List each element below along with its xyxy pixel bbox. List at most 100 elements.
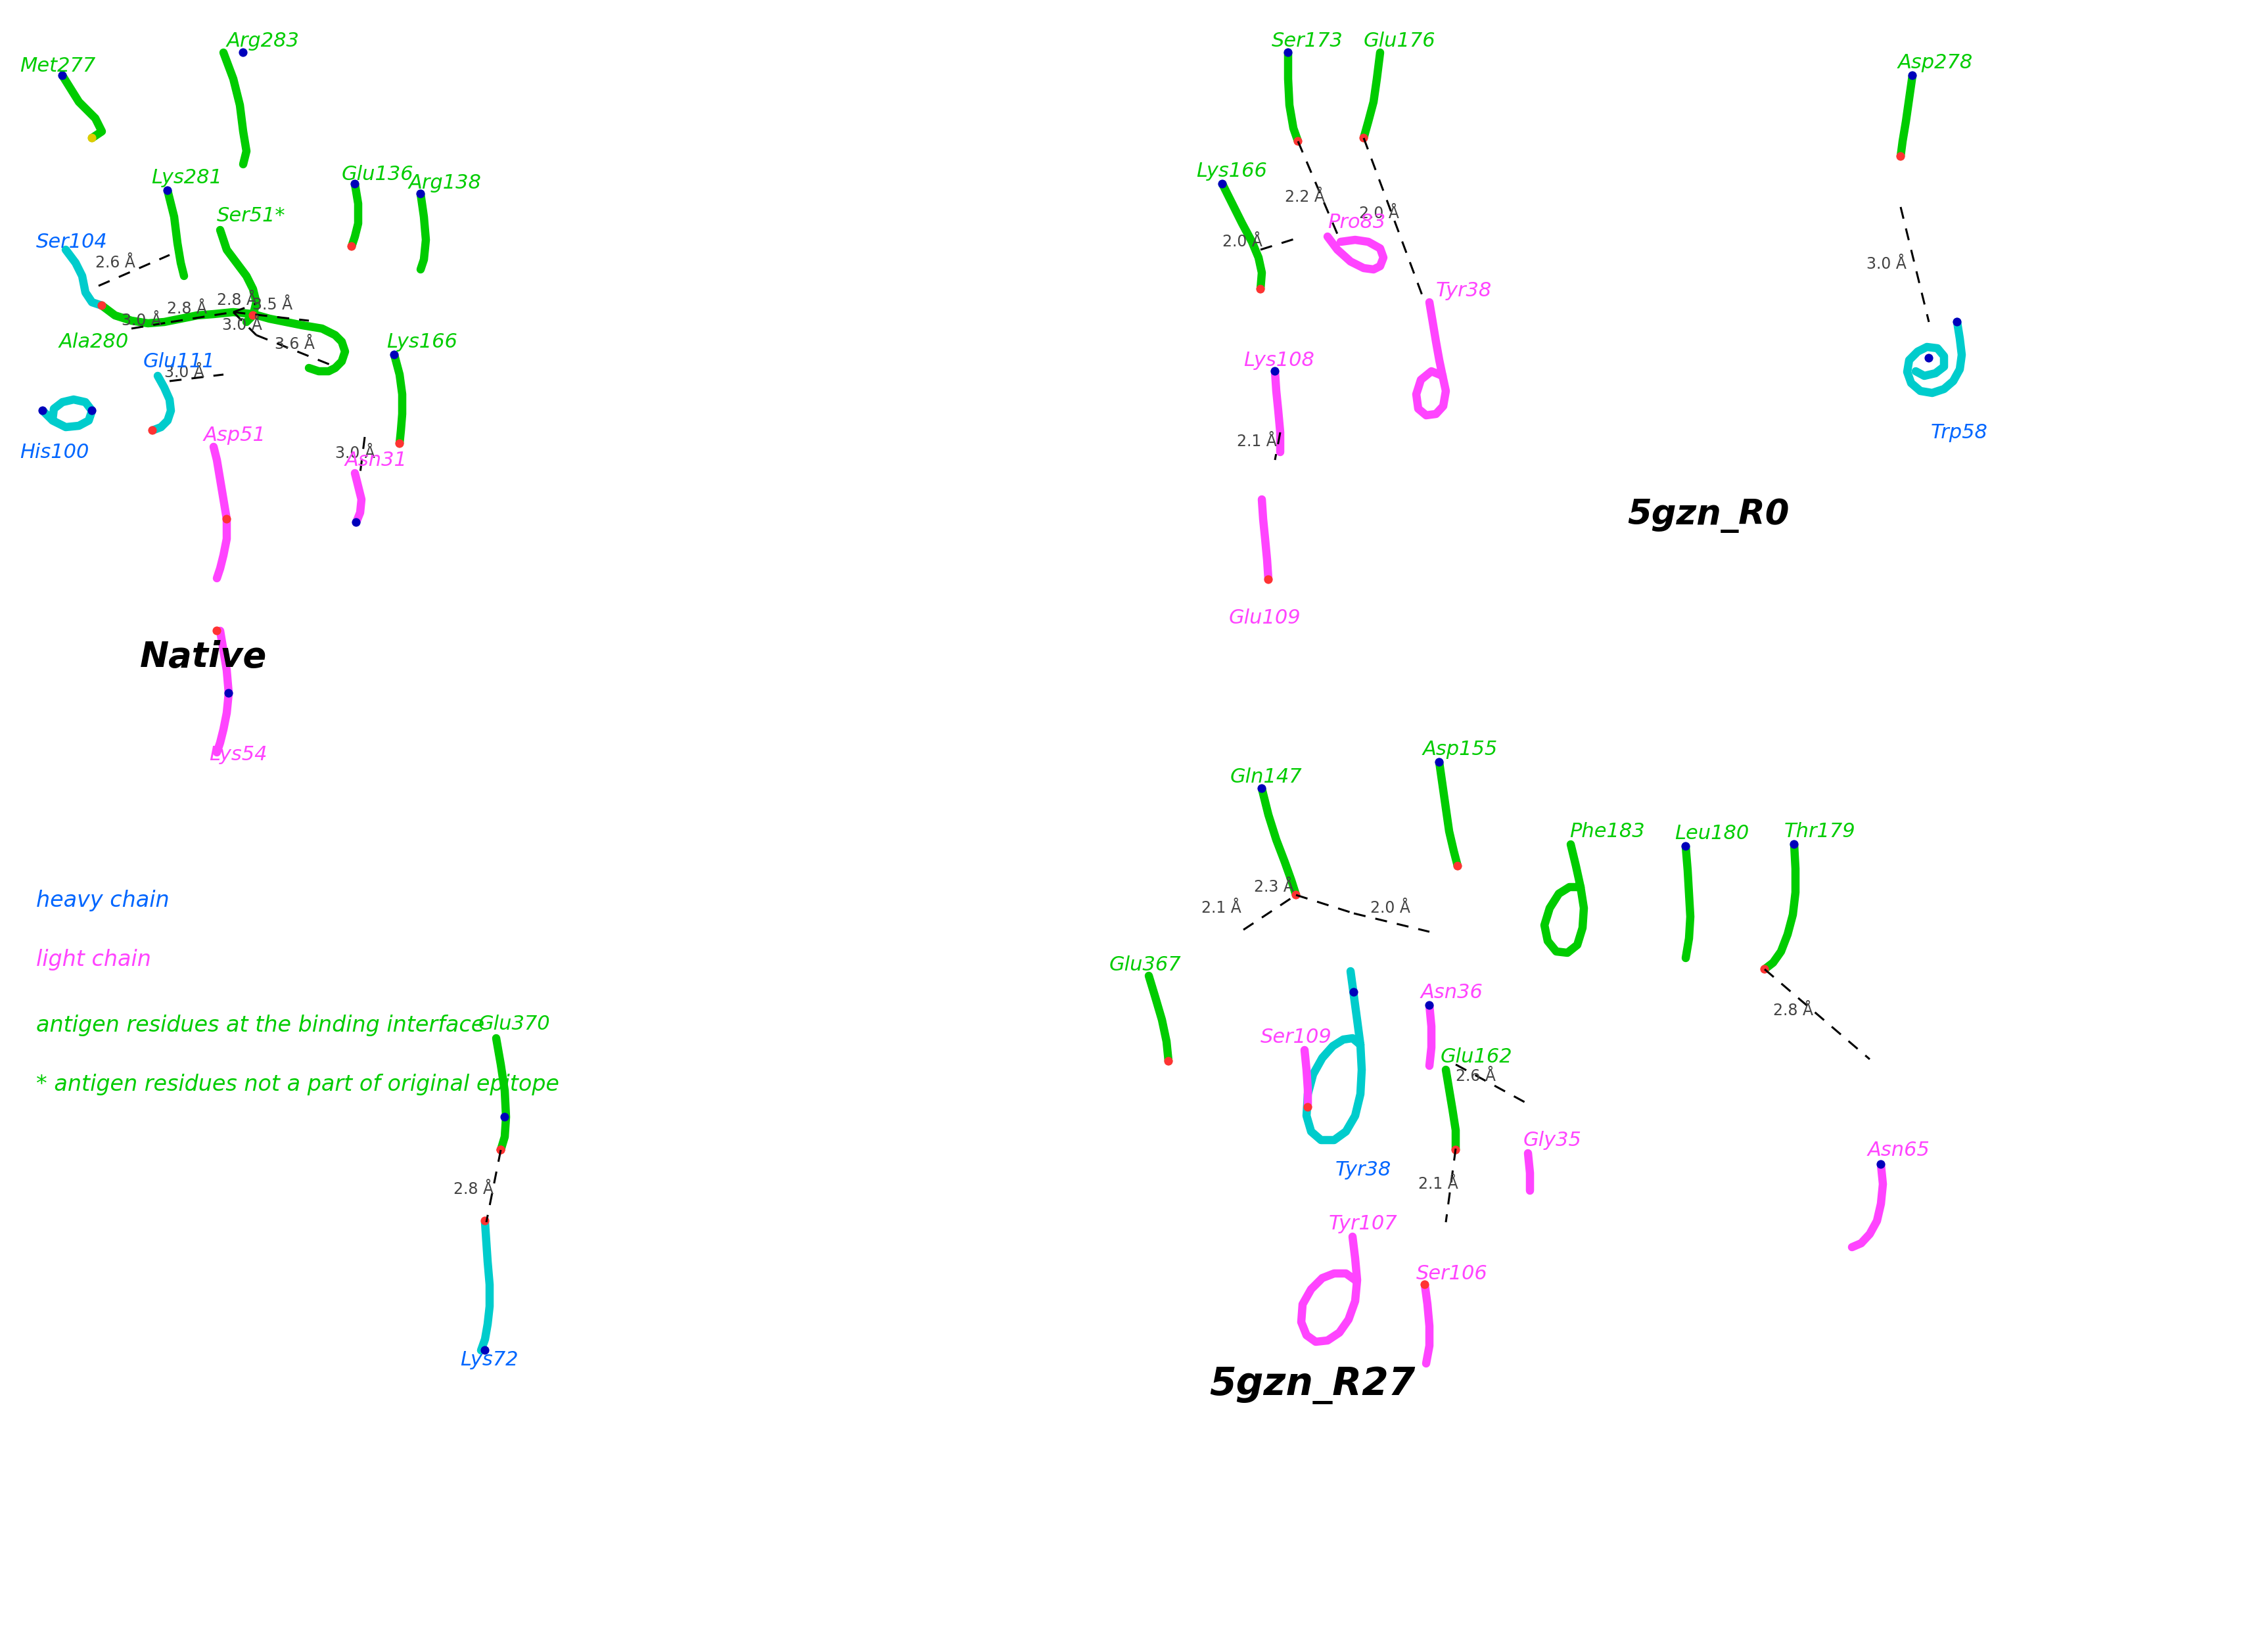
Text: Native: Native [141,640,268,674]
Text: 5gzn_R0: 5gzn_R0 [1628,499,1789,533]
Text: 3.0 Å: 3.0 Å [163,364,204,380]
Point [1910,344,1946,370]
Point [1776,832,1812,858]
Text: 3.0 Å: 3.0 Å [336,445,374,462]
Text: Ser173: Ser173 [1272,31,1343,50]
Text: Lys108: Lys108 [1243,351,1315,369]
Point [1882,143,1919,169]
Text: Glu136: Glu136 [342,164,413,184]
Point [467,1337,503,1363]
Text: Lys166: Lys166 [386,332,458,351]
Text: 5gzn_R27: 5gzn_R27 [1209,1367,1415,1404]
Text: 3.5 Å: 3.5 Å [252,297,293,312]
Point [381,431,417,457]
Point [336,171,372,197]
Point [467,1207,503,1233]
Point [376,341,413,367]
Point [1256,358,1293,384]
Text: Ala280: Ala280 [59,332,129,351]
Point [75,125,111,151]
Point [236,302,272,328]
Point [1150,1048,1186,1074]
Text: Phe183: Phe183 [1569,822,1644,840]
Text: 2.1 Å: 2.1 Å [1202,900,1241,916]
Point [1939,309,1975,335]
Text: Asn31: Asn31 [345,450,408,470]
Text: 2.8 Å: 2.8 Å [168,301,206,317]
Text: 2.1 Å: 2.1 Å [1236,434,1277,450]
Point [45,63,82,89]
Text: 3.6 Å: 3.6 Å [274,336,315,353]
Text: Glu367: Glu367 [1109,956,1182,973]
Point [75,398,111,424]
Point [488,1103,524,1129]
Text: Ser106: Ser106 [1415,1264,1488,1284]
Text: Lys72: Lys72 [460,1350,517,1370]
Text: Asn36: Asn36 [1420,983,1483,1001]
Point [401,180,438,206]
Point [209,505,245,531]
Text: 2.3 Å: 2.3 Å [1254,879,1293,895]
Text: 3.0 Å: 3.0 Å [1867,257,1905,271]
Text: Ser104: Ser104 [36,232,107,252]
Point [483,1138,519,1164]
Point [1290,1094,1327,1120]
Point [333,234,370,260]
Point [134,418,170,444]
Point [1277,882,1313,908]
Text: * antigen residues not a part of original epitope: * antigen residues not a part of origina… [36,1074,560,1095]
Point [1746,956,1783,982]
Point [84,292,120,318]
Text: heavy chain: heavy chain [36,889,170,912]
Text: Glu176: Glu176 [1363,31,1436,50]
Text: Trp58: Trp58 [1930,422,1989,442]
Text: Tyr38: Tyr38 [1336,1160,1393,1180]
Text: Glu162: Glu162 [1440,1046,1513,1066]
Text: Leu180: Leu180 [1674,824,1749,843]
Text: Tyr107: Tyr107 [1329,1214,1397,1233]
Text: Ser51*: Ser51* [218,206,286,224]
Point [1279,128,1315,154]
Point [1422,749,1458,775]
Point [1438,1138,1474,1164]
Text: light chain: light chain [36,949,152,970]
Text: Asp155: Asp155 [1422,739,1497,759]
Text: 2.8 Å: 2.8 Å [215,292,256,309]
Text: Arg138: Arg138 [408,174,481,192]
Text: Glu109: Glu109 [1229,608,1302,627]
Point [25,398,61,424]
Text: 2.6 Å: 2.6 Å [1456,1069,1495,1084]
Point [1894,63,1930,89]
Text: Tyr38: Tyr38 [1436,281,1492,301]
Point [1345,125,1381,151]
Text: Asp278: Asp278 [1898,54,1973,72]
Point [1406,1272,1442,1298]
Text: 2.0 Å: 2.0 Å [1222,234,1261,250]
Text: 2.0 Å: 2.0 Å [1359,206,1399,221]
Point [211,681,247,707]
Point [1250,567,1286,593]
Point [1336,980,1372,1006]
Text: Pro83: Pro83 [1327,213,1386,232]
Text: Lys54: Lys54 [209,744,268,764]
Point [225,39,261,65]
Point [1411,993,1447,1019]
Text: Arg283: Arg283 [227,31,299,50]
Point [338,509,374,535]
Text: Asn65: Asn65 [1869,1141,1930,1160]
Text: Gln147: Gln147 [1229,767,1302,786]
Text: Asp51: Asp51 [204,426,265,445]
Text: 2.0 Å: 2.0 Å [1370,900,1411,916]
Text: Gly35: Gly35 [1524,1131,1581,1149]
Text: antigen residues at the binding interface: antigen residues at the binding interfac… [36,1014,485,1035]
Point [1204,171,1241,197]
Text: 2.2 Å: 2.2 Å [1284,188,1325,205]
Text: Lys166: Lys166 [1195,161,1268,180]
Text: 2.6 Å: 2.6 Å [95,255,136,271]
Text: 2.8 Å: 2.8 Å [1774,1003,1812,1019]
Point [200,618,236,644]
Point [1270,39,1306,65]
Point [483,1138,519,1164]
Text: 3.0 Å: 3.0 Å [222,317,261,333]
Point [150,177,186,203]
